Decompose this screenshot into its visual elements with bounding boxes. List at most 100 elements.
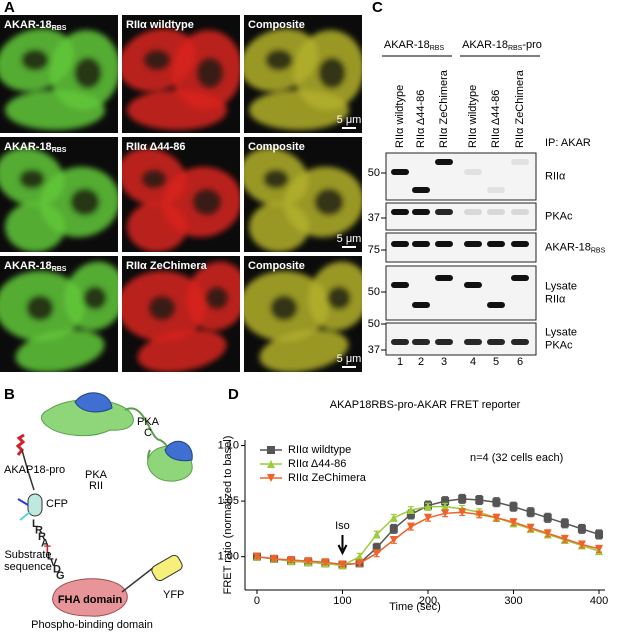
marker — [441, 502, 450, 511]
x-tick-label: 0 — [254, 595, 260, 607]
cell — [249, 90, 349, 130]
scale-bar-label: 5 μm — [337, 233, 362, 245]
blot-label: PKAc — [545, 339, 573, 351]
diagram-label: Phospho-binding domain — [31, 619, 153, 631]
marker — [406, 506, 415, 514]
lane-number: 1 — [397, 356, 403, 368]
panel-label: A — [4, 0, 15, 16]
cell — [15, 329, 105, 372]
marker — [458, 494, 467, 503]
band — [487, 241, 505, 247]
nucleus — [21, 49, 49, 71]
marker — [475, 496, 484, 504]
marker — [252, 552, 261, 561]
marker — [526, 508, 535, 517]
band — [391, 282, 409, 288]
blot-label: RIIα — [545, 293, 566, 305]
diagram-label: AKAP18-pro — [4, 464, 65, 476]
band — [435, 159, 453, 165]
marker — [423, 502, 432, 511]
marker — [372, 549, 381, 558]
lane-label: RIIα wildtype — [467, 85, 479, 148]
marker — [338, 560, 347, 569]
image-label: AKAR-18RBS — [4, 260, 67, 273]
nucleus — [83, 286, 107, 310]
band — [391, 209, 409, 215]
x-axis-label: Time (sec) — [389, 601, 441, 613]
marker — [492, 498, 501, 507]
cell — [5, 202, 65, 252]
group-label-sub: RBS — [508, 45, 523, 52]
band — [435, 275, 453, 281]
image-label: RIIα Δ44-86 — [126, 141, 186, 153]
image-label-sub: RBS — [52, 266, 67, 273]
micrograph — [122, 137, 240, 252]
band — [412, 187, 430, 193]
band — [464, 209, 482, 215]
y-tick-label: 1.00 — [218, 551, 239, 563]
mw-marker: 50 — [368, 167, 380, 179]
blot-label: PKAc — [545, 339, 573, 351]
sequence-letter: R — [35, 524, 43, 536]
diagram-label: Substrate sequence — [4, 549, 52, 573]
marker — [509, 518, 518, 527]
nucleus — [205, 286, 229, 310]
diagram-b — [15, 392, 193, 617]
band — [511, 339, 529, 345]
micrograph — [244, 256, 362, 372]
blot-label: PKAc — [545, 210, 573, 222]
micrograph — [244, 15, 362, 133]
band — [412, 339, 430, 345]
blot-label: PKAc — [545, 210, 573, 222]
marker — [287, 556, 296, 564]
diagram-label: YFP — [163, 589, 184, 601]
x-tick-label: 300 — [504, 595, 522, 607]
band — [435, 241, 453, 247]
band — [412, 209, 430, 215]
group-label: AKAR-18RBS — [384, 39, 445, 52]
band — [511, 275, 529, 281]
cells — [244, 261, 362, 372]
nucleus — [327, 286, 351, 310]
nucleus — [141, 169, 167, 189]
marker — [270, 554, 279, 563]
micrograph — [244, 137, 362, 252]
band — [391, 169, 409, 175]
mw-marker: 37 — [368, 344, 380, 356]
band — [391, 339, 409, 345]
image-label: AKAR-18RBS — [4, 19, 67, 32]
marker — [441, 497, 450, 506]
marker — [526, 523, 535, 532]
band — [412, 302, 430, 308]
group-label: -pro — [522, 39, 542, 51]
x-tick-label: 100 — [333, 595, 351, 607]
micrograph — [122, 15, 240, 133]
blot-label-sub: RBS — [591, 247, 606, 254]
mw-marker: 50 — [368, 318, 380, 330]
image-label: RIIα ZeChimera — [126, 260, 208, 272]
micrograph — [0, 256, 118, 372]
nucleus — [19, 169, 45, 189]
cells — [122, 148, 240, 252]
image-label: AKAR-18RBS — [4, 141, 67, 154]
blot — [385, 322, 537, 356]
diagram-label: RII — [89, 480, 103, 492]
lane-label: RIIα ZeChimera — [514, 69, 526, 148]
cell — [127, 202, 187, 252]
marker — [372, 530, 381, 539]
annotation: Iso — [335, 520, 350, 532]
image-label: RIIα wildtype — [126, 19, 194, 31]
lane-label: RIIα wildtype — [394, 85, 406, 148]
legend-label: RIIα wildtype — [288, 444, 351, 456]
diagram-label: PKA RII — [85, 469, 108, 492]
image-label: RIIα ZeChimera — [126, 260, 208, 272]
image-label: AKAR-18 — [4, 19, 52, 31]
group-label: AKAR-18 — [462, 39, 508, 51]
ip-label: IP: AKAR — [545, 137, 591, 149]
image-label: Composite — [248, 260, 305, 272]
marker — [423, 513, 432, 522]
micrograph — [0, 15, 118, 133]
annotation: n=4 (32 cells each) — [470, 452, 563, 464]
image-label: Composite — [248, 19, 305, 31]
band — [412, 241, 430, 247]
